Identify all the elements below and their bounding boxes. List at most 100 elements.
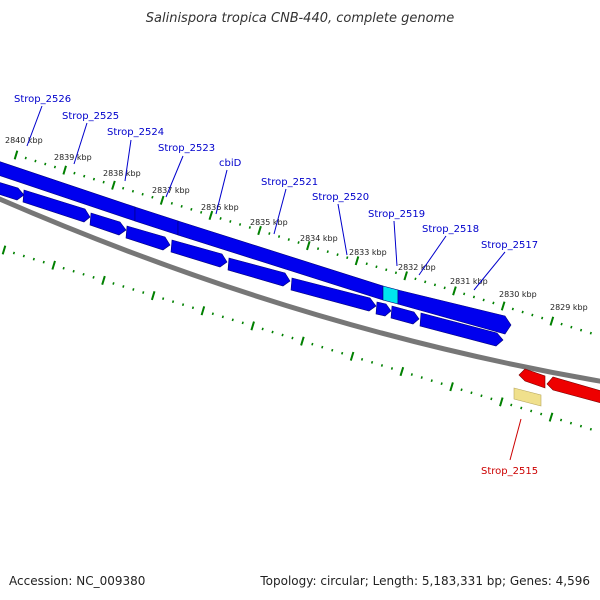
tick-mark <box>82 272 85 276</box>
tick-mark <box>548 412 554 422</box>
gene-strop-2518[interactable] <box>390 305 420 325</box>
tick-mark <box>281 333 284 337</box>
tick-mark <box>349 351 355 361</box>
tick-mark <box>142 291 145 294</box>
tick-mark <box>559 418 563 422</box>
tick-mark <box>13 150 19 160</box>
gene-label-strop-2524[interactable]: Strop_2524 <box>107 127 164 138</box>
tick-mark <box>162 297 165 300</box>
tick-mark <box>433 283 437 287</box>
scale-label: 2832 kbp <box>398 263 436 272</box>
tick-mark <box>470 391 473 395</box>
tick-mark <box>452 286 457 296</box>
scale-label: 2835 kbp <box>250 218 288 227</box>
tick-mark <box>306 241 311 251</box>
gene-strop-2515[interactable] <box>513 387 542 407</box>
tick-mark <box>211 312 214 316</box>
tick-mark <box>131 189 135 193</box>
tick-mark <box>170 201 173 205</box>
tick-mark <box>380 364 384 367</box>
tick-mark <box>53 165 57 169</box>
tick-mark <box>191 306 195 310</box>
tick-mark <box>51 260 56 270</box>
tick-mark <box>365 262 368 266</box>
accession-text: Accession: NC_009380 <box>9 574 146 588</box>
gene-label-strop-2520[interactable]: Strop_2520 <box>312 192 369 203</box>
tick-mark <box>579 424 583 428</box>
genome-summary-text: Topology: circular; Length: 5,183,331 bp… <box>260 574 590 588</box>
gene-strop-2520[interactable] <box>290 277 377 312</box>
tick-mark <box>24 156 27 160</box>
tick-mark <box>569 421 573 425</box>
tick-mark <box>219 217 222 220</box>
backbone-group <box>0 196 600 384</box>
tick-mark <box>44 162 47 166</box>
tick-mark <box>277 235 281 238</box>
tick-mark <box>480 394 483 398</box>
tick-mark <box>399 366 405 377</box>
gene-label-strop-2519[interactable]: Strop_2519 <box>368 209 425 220</box>
gene-label-strop-2525[interactable]: Strop_2525 <box>62 111 119 122</box>
gene-label-strop-2526[interactable]: Strop_2526 <box>14 94 71 105</box>
tick-mark <box>326 250 329 254</box>
gene-strop-2517-inner[interactable] <box>419 312 504 347</box>
leader-line <box>26 105 43 147</box>
scale-label: 2839 kbp <box>54 153 92 162</box>
tick-mark <box>430 379 433 383</box>
tick-mark <box>449 382 454 392</box>
tick-mark <box>541 316 544 320</box>
leader-line-reverse <box>509 418 522 461</box>
gene-strop-2519[interactable] <box>382 285 399 305</box>
gene-label-strop-2523[interactable]: Strop_2523 <box>158 143 215 154</box>
gene-strop-2524-inner[interactable] <box>89 212 127 236</box>
leader-line <box>73 122 88 165</box>
tick-marks-outer <box>13 150 592 335</box>
gene-strop-2519-inner[interactable] <box>375 301 392 317</box>
gene-labels: Strop_2526 Strop_2525 Strop_2524 Strop_2… <box>14 94 538 477</box>
tick-mark <box>291 336 294 340</box>
gene-label-leaders <box>26 105 522 461</box>
tick-marks-inner <box>1 245 592 431</box>
gene-label-cbid[interactable]: cbiD <box>219 158 242 169</box>
tick-mark <box>257 225 262 236</box>
tick-mark <box>403 271 408 281</box>
tick-mark <box>440 382 443 386</box>
gene-reverse-small[interactable] <box>518 368 546 389</box>
gene-strop-2521[interactable] <box>227 257 291 287</box>
gene-label-strop-2521[interactable]: Strop_2521 <box>261 177 318 188</box>
tick-mark <box>472 295 476 299</box>
scale-label: 2834 kbp <box>300 234 338 243</box>
tick-mark <box>482 298 485 302</box>
gene-strop-2517[interactable] <box>397 289 512 335</box>
gene-cbid-inner[interactable] <box>170 239 228 268</box>
tick-mark <box>287 238 290 241</box>
scale-label: 2840 kbp <box>5 136 43 145</box>
tick-mark <box>331 348 334 352</box>
tick-mark <box>540 412 543 416</box>
gene-label-strop-2517[interactable]: Strop_2517 <box>481 240 538 251</box>
tick-mark <box>360 357 364 361</box>
tick-mark <box>300 336 305 346</box>
tick-mark <box>151 195 154 199</box>
gene-label-strop-2515[interactable]: Strop_2515 <box>481 466 538 477</box>
tick-mark <box>111 180 116 190</box>
tick-mark <box>443 286 446 290</box>
gene-strop-2525[interactable] <box>22 189 91 223</box>
gene-strop-2523[interactable] <box>125 225 171 251</box>
tick-mark <box>521 310 524 314</box>
scale-label: 2836 kbp <box>201 203 239 212</box>
scale-label: 2833 kbp <box>349 248 387 257</box>
leader-line <box>393 220 398 267</box>
tick-mark <box>390 367 394 370</box>
tick-mark <box>463 292 466 296</box>
scale-label: 2837 kbp <box>152 186 190 195</box>
gene-label-strop-2518[interactable]: Strop_2518 <box>422 224 479 235</box>
tick-mark <box>238 223 242 226</box>
tick-mark <box>394 271 398 275</box>
tick-mark <box>101 275 106 285</box>
tick-mark <box>530 409 533 413</box>
gene-reverse-large[interactable] <box>546 376 600 404</box>
gene-strop-2526-inner[interactable] <box>0 181 25 201</box>
tick-mark <box>22 254 25 258</box>
